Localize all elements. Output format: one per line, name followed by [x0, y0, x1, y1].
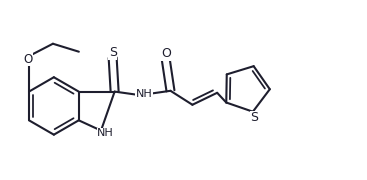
Text: NH: NH — [136, 89, 153, 99]
Text: NH: NH — [97, 129, 114, 138]
Text: O: O — [161, 47, 171, 60]
Text: O: O — [23, 53, 33, 66]
Text: S: S — [109, 46, 117, 59]
Text: S: S — [250, 111, 258, 124]
